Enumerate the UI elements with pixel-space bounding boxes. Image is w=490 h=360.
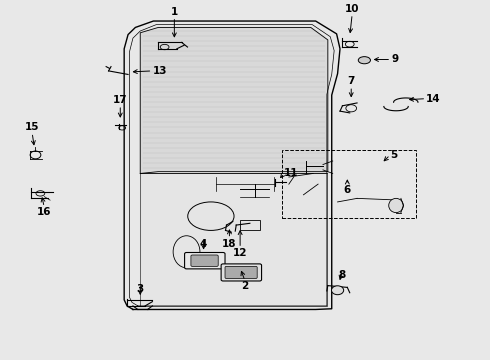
Ellipse shape — [389, 198, 403, 213]
Text: 9: 9 — [391, 54, 398, 64]
FancyBboxPatch shape — [221, 264, 262, 281]
Ellipse shape — [331, 286, 343, 295]
Text: 6: 6 — [343, 185, 351, 195]
Text: 17: 17 — [113, 95, 127, 105]
Bar — [282, 150, 416, 218]
Text: 10: 10 — [345, 4, 360, 14]
Text: 13: 13 — [152, 66, 167, 76]
Ellipse shape — [358, 57, 370, 64]
FancyBboxPatch shape — [191, 255, 218, 266]
Polygon shape — [140, 174, 327, 306]
Text: 5: 5 — [390, 150, 397, 160]
Text: 11: 11 — [284, 168, 298, 179]
FancyBboxPatch shape — [185, 252, 225, 269]
Text: 16: 16 — [37, 207, 51, 217]
Text: 14: 14 — [426, 94, 441, 104]
Text: 3: 3 — [137, 284, 144, 294]
Text: 12: 12 — [233, 248, 247, 258]
Text: 1: 1 — [171, 7, 178, 17]
Polygon shape — [140, 27, 328, 174]
Text: 8: 8 — [339, 270, 346, 280]
FancyBboxPatch shape — [225, 266, 257, 279]
Text: 7: 7 — [347, 76, 355, 86]
Text: 4: 4 — [200, 239, 207, 249]
Text: 15: 15 — [25, 122, 39, 132]
Text: 18: 18 — [222, 239, 237, 249]
Text: 2: 2 — [242, 281, 248, 291]
